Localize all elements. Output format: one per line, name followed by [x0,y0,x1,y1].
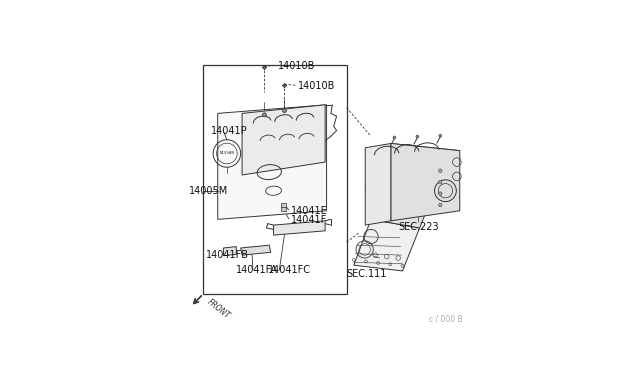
Circle shape [438,169,442,172]
Circle shape [393,136,396,139]
Polygon shape [218,105,326,219]
Text: 14010B: 14010B [298,81,335,91]
Polygon shape [241,245,271,255]
Circle shape [439,134,442,137]
Text: 14041FA: 14041FA [236,265,278,275]
Polygon shape [391,144,460,221]
Text: c / 000 B: c / 000 B [429,315,463,324]
Bar [281,203,286,207]
Polygon shape [365,144,391,225]
Polygon shape [223,247,236,256]
Text: 14041F: 14041F [291,215,327,225]
Text: 14041FB: 14041FB [206,250,249,260]
Text: FRONT: FRONT [205,297,232,320]
Circle shape [438,180,442,184]
Circle shape [262,113,266,117]
Text: SEC.111: SEC.111 [347,269,387,279]
Polygon shape [365,144,460,198]
Text: 14041E: 14041E [291,206,328,216]
Bar [281,207,286,211]
Polygon shape [242,105,325,175]
Circle shape [282,109,287,112]
Text: 14041FC: 14041FC [268,265,311,275]
Circle shape [416,135,419,138]
Circle shape [283,84,286,87]
Circle shape [263,66,266,69]
Circle shape [438,203,442,207]
Polygon shape [371,189,431,228]
Text: 14010B: 14010B [278,61,316,71]
Polygon shape [273,221,325,235]
Text: 14041P: 14041P [211,126,247,135]
Polygon shape [354,219,420,271]
Text: 14005M: 14005M [189,186,228,196]
Bar [202,65,347,294]
Circle shape [438,192,442,195]
Text: NISSAN: NISSAN [220,151,234,155]
Text: SEC.223: SEC.223 [398,222,439,231]
